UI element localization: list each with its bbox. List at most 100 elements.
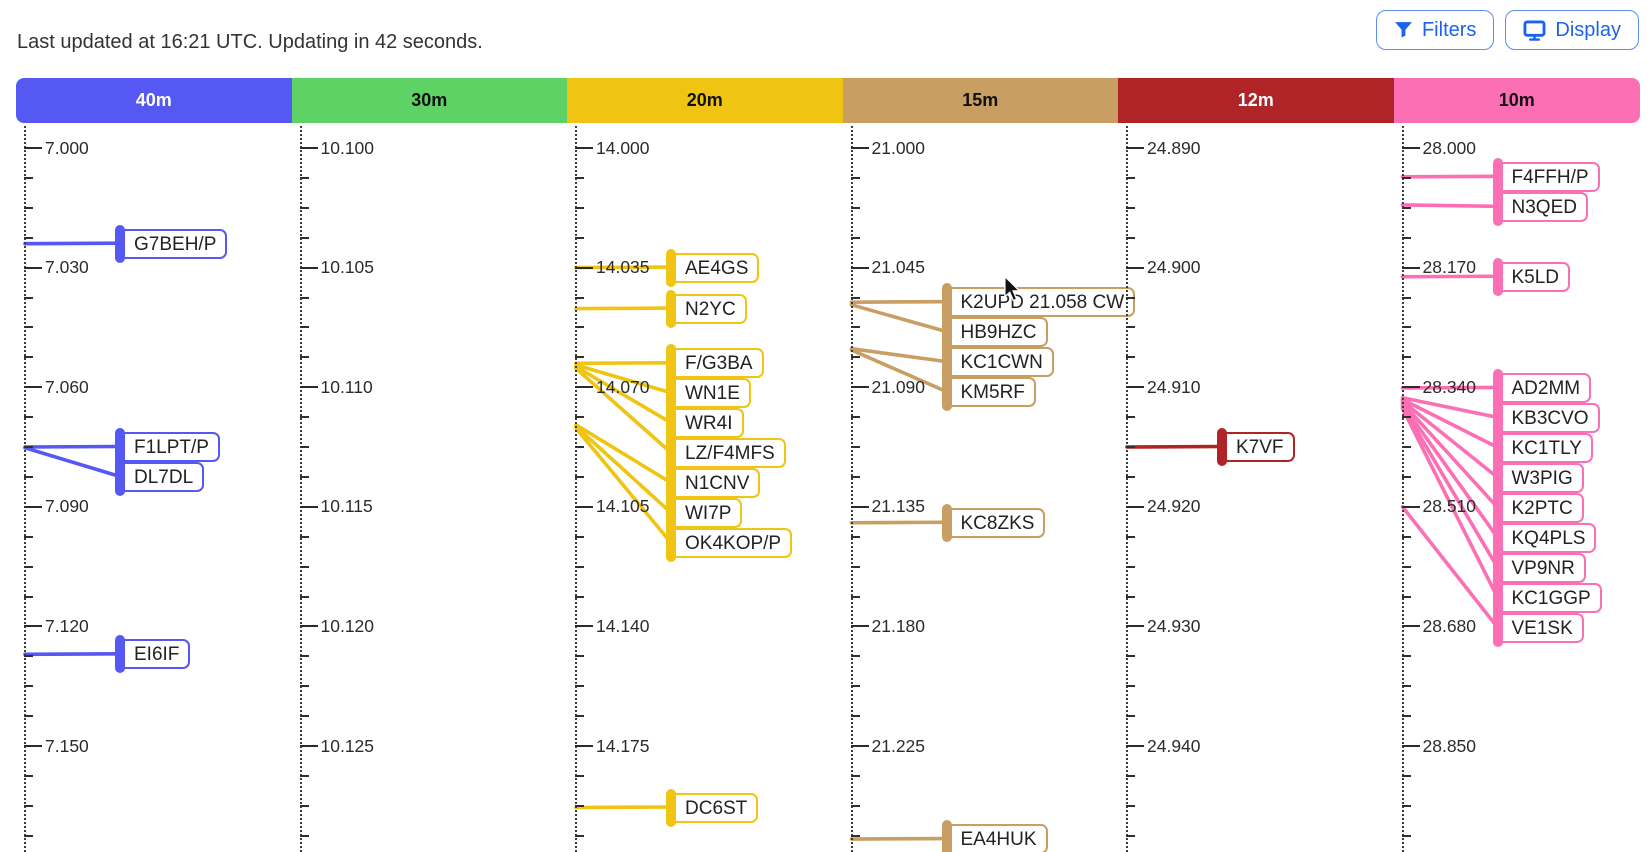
- spot-line: [23, 241, 122, 246]
- tick-minor: [24, 326, 33, 329]
- tick-minor: [299, 715, 309, 718]
- spot-label-OK4KOP/P[interactable]: OK4KOP/P: [666, 524, 793, 563]
- tick-minor: [850, 326, 860, 329]
- tick-minor: [575, 535, 584, 538]
- frequency-axis-30m: [299, 126, 302, 852]
- tick-major: 21.180: [850, 615, 925, 637]
- tick-label: 21.045: [871, 257, 926, 278]
- spot-label-KB3CVO[interactable]: KB3CVO: [1492, 398, 1600, 437]
- spot-line: [1400, 504, 1500, 630]
- tick-minor: [299, 475, 309, 478]
- tick-minor: [575, 356, 584, 359]
- spot-label-AD2MM[interactable]: AD2MM: [1492, 368, 1592, 407]
- tick-minor: [850, 296, 860, 299]
- spot-label-F4FFH/P[interactable]: F4FFH/P: [1492, 157, 1600, 196]
- tick-minor: [24, 655, 33, 658]
- tick-minor: [850, 595, 860, 598]
- spot-label-EI6IF[interactable]: EI6IF: [115, 635, 191, 674]
- tick-major: 14.070: [575, 376, 650, 398]
- spot-label-K2PTC[interactable]: K2PTC: [1492, 488, 1584, 527]
- spot-label-WR4I[interactable]: WR4I: [666, 404, 744, 443]
- tick-label: 24.900: [1147, 257, 1201, 278]
- tick-minor: [575, 176, 584, 179]
- tick-minor: [850, 655, 860, 658]
- tick-label: 7.000: [45, 137, 89, 158]
- tick-major: 21.000: [850, 137, 925, 159]
- tick-label: 21.225: [871, 735, 926, 756]
- tick-minor: [299, 774, 309, 777]
- spot-label-LZ/F4MFS[interactable]: LZ/F4MFS: [666, 434, 786, 473]
- tick-minor: [1126, 206, 1135, 209]
- spot-label-N2YC[interactable]: N2YC: [666, 289, 747, 328]
- tick-minor: [850, 236, 860, 239]
- spot-label-WI7P[interactable]: WI7P: [666, 494, 743, 533]
- spot-label-VE1SK[interactable]: VE1SK: [1492, 608, 1584, 647]
- tick-minor: [1401, 804, 1411, 807]
- tick-minor: [24, 565, 33, 568]
- spot-label-WN1E[interactable]: WN1E: [666, 374, 751, 413]
- spot-label-KQ4PLS[interactable]: KQ4PLS: [1492, 518, 1597, 557]
- tick-minor: [299, 655, 309, 658]
- tick-major: 28.000: [1401, 137, 1476, 159]
- tick-major: 7.090: [24, 496, 89, 518]
- spot-label-W3PIG[interactable]: W3PIG: [1492, 458, 1584, 497]
- spot-line: [1400, 174, 1500, 179]
- tick-minor: [1126, 356, 1135, 359]
- spot-label-HB9HZC[interactable]: HB9HZC: [941, 313, 1048, 352]
- spot-line: [23, 652, 122, 657]
- spot-label-KC8ZKS[interactable]: KC8ZKS: [941, 503, 1046, 542]
- spot-label-EA4HUK[interactable]: EA4HUK: [941, 820, 1048, 852]
- display-button[interactable]: Display: [1505, 10, 1639, 50]
- spot-label-KC1CWN[interactable]: KC1CWN: [941, 343, 1054, 382]
- tick-label: 14.140: [596, 615, 650, 636]
- spot-label-N1CNV[interactable]: N1CNV: [666, 464, 761, 503]
- filters-button-label: Filters: [1421, 19, 1477, 41]
- tick-minor: [299, 356, 309, 359]
- tick-label: 28.340: [1422, 376, 1477, 397]
- spot-line: [849, 303, 949, 334]
- tick-minor: [1401, 715, 1411, 718]
- frequency-axis-20m: [575, 126, 577, 852]
- spot-label-DL7DL[interactable]: DL7DL: [115, 458, 205, 496]
- tick-minor: [850, 206, 860, 209]
- tick-minor: [1126, 655, 1135, 658]
- tick-label: 14.175: [596, 735, 650, 756]
- tick-major: 7.060: [24, 376, 89, 398]
- spot-label-G7BEH/P[interactable]: G7BEH/P: [115, 224, 228, 263]
- spot-label-F/G3BA[interactable]: F/G3BA: [666, 344, 764, 383]
- spot-line: [1400, 401, 1500, 510]
- tick-label: 14.105: [596, 496, 650, 517]
- band-header-10m: 10m: [1393, 78, 1640, 123]
- tick-label: 28.850: [1422, 735, 1477, 756]
- tick-minor: [1126, 475, 1135, 478]
- tick-minor: [1126, 296, 1135, 299]
- tick-minor: [24, 416, 33, 419]
- filters-button[interactable]: Filters: [1375, 10, 1495, 50]
- spot-label-AE4GS[interactable]: AE4GS: [666, 248, 760, 287]
- tick-major: 14.105: [575, 496, 650, 518]
- tick-minor: [1401, 326, 1411, 329]
- tick-label: 14.035: [596, 257, 650, 278]
- tick-minor: [1401, 236, 1411, 239]
- spot-label-KC1TLY[interactable]: KC1TLY: [1492, 428, 1593, 467]
- spot-label-DC6ST[interactable]: DC6ST: [666, 788, 759, 827]
- spot-label-VP9NR[interactable]: VP9NR: [1492, 548, 1586, 587]
- spot-label-F1LPT/P[interactable]: F1LPT/P: [115, 428, 220, 466]
- tick-minor: [850, 176, 860, 179]
- spot-label-K5LD[interactable]: K5LD: [1492, 257, 1571, 296]
- tick-minor: [24, 356, 33, 359]
- tick-minor: [299, 416, 309, 419]
- tick-minor: [24, 595, 33, 598]
- frequency-axis-15m: [850, 126, 853, 852]
- spot-label-K2UPD[interactable]: K2UPD 21.058 CW: [941, 283, 1136, 322]
- tick-minor: [850, 356, 860, 359]
- spot-label-KC1GGP[interactable]: KC1GGP: [1492, 578, 1602, 617]
- spot-label-N3QED[interactable]: N3QED: [1492, 187, 1588, 226]
- tick-minor: [1126, 685, 1135, 688]
- tick-major: 28.510: [1401, 496, 1476, 518]
- spot-label-K7VF[interactable]: K7VF: [1217, 428, 1295, 466]
- spot-label-KM5RF[interactable]: KM5RF: [941, 373, 1036, 412]
- tick-label: 10.120: [320, 615, 375, 636]
- tick-minor: [850, 535, 860, 538]
- tick-major: 24.930: [1126, 615, 1201, 637]
